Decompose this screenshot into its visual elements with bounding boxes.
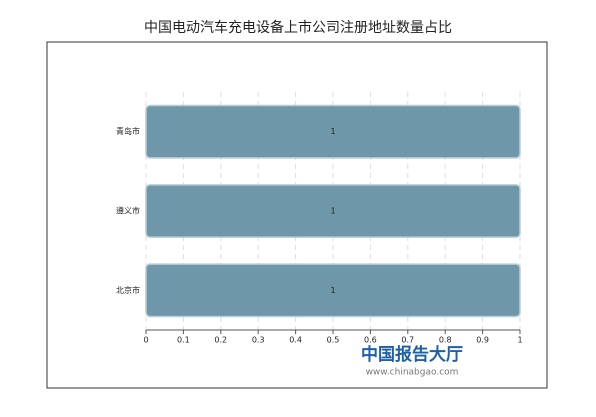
x-tick-label: 1 [517, 336, 522, 345]
y-tick-label: 北京市 [116, 285, 140, 295]
value-label: 1 [330, 127, 335, 136]
x-tick-label: 0.9 [476, 336, 489, 345]
value-label: 1 [330, 207, 335, 216]
watermark-name: 中国报告大厅 [361, 344, 463, 365]
x-tick-label: 0.5 [327, 336, 340, 345]
x-tick-label: 0 [143, 336, 148, 345]
x-tick-label: 0.2 [214, 336, 227, 345]
x-tick-label: 0.8 [439, 336, 452, 345]
frame [46, 41, 548, 389]
x-tick-label: 0.4 [289, 336, 302, 345]
x-tick-label: 0.1 [177, 336, 190, 345]
bar [145, 184, 521, 238]
watermark-url: www.chinabgao.com [366, 368, 459, 378]
bar [145, 263, 521, 318]
x-tick-label: 0.3 [252, 336, 265, 345]
y-tick-label: 遵义市 [116, 206, 140, 216]
y-tick-label: 青岛市 [116, 126, 140, 136]
chart-title: 中国电动汽车充电设备上市公司注册地址数量占比 [144, 19, 452, 36]
value-label: 1 [330, 286, 335, 295]
bar [145, 104, 521, 159]
x-tick-label: 0.6 [364, 336, 377, 345]
x-tick-label: 0.7 [401, 336, 414, 345]
